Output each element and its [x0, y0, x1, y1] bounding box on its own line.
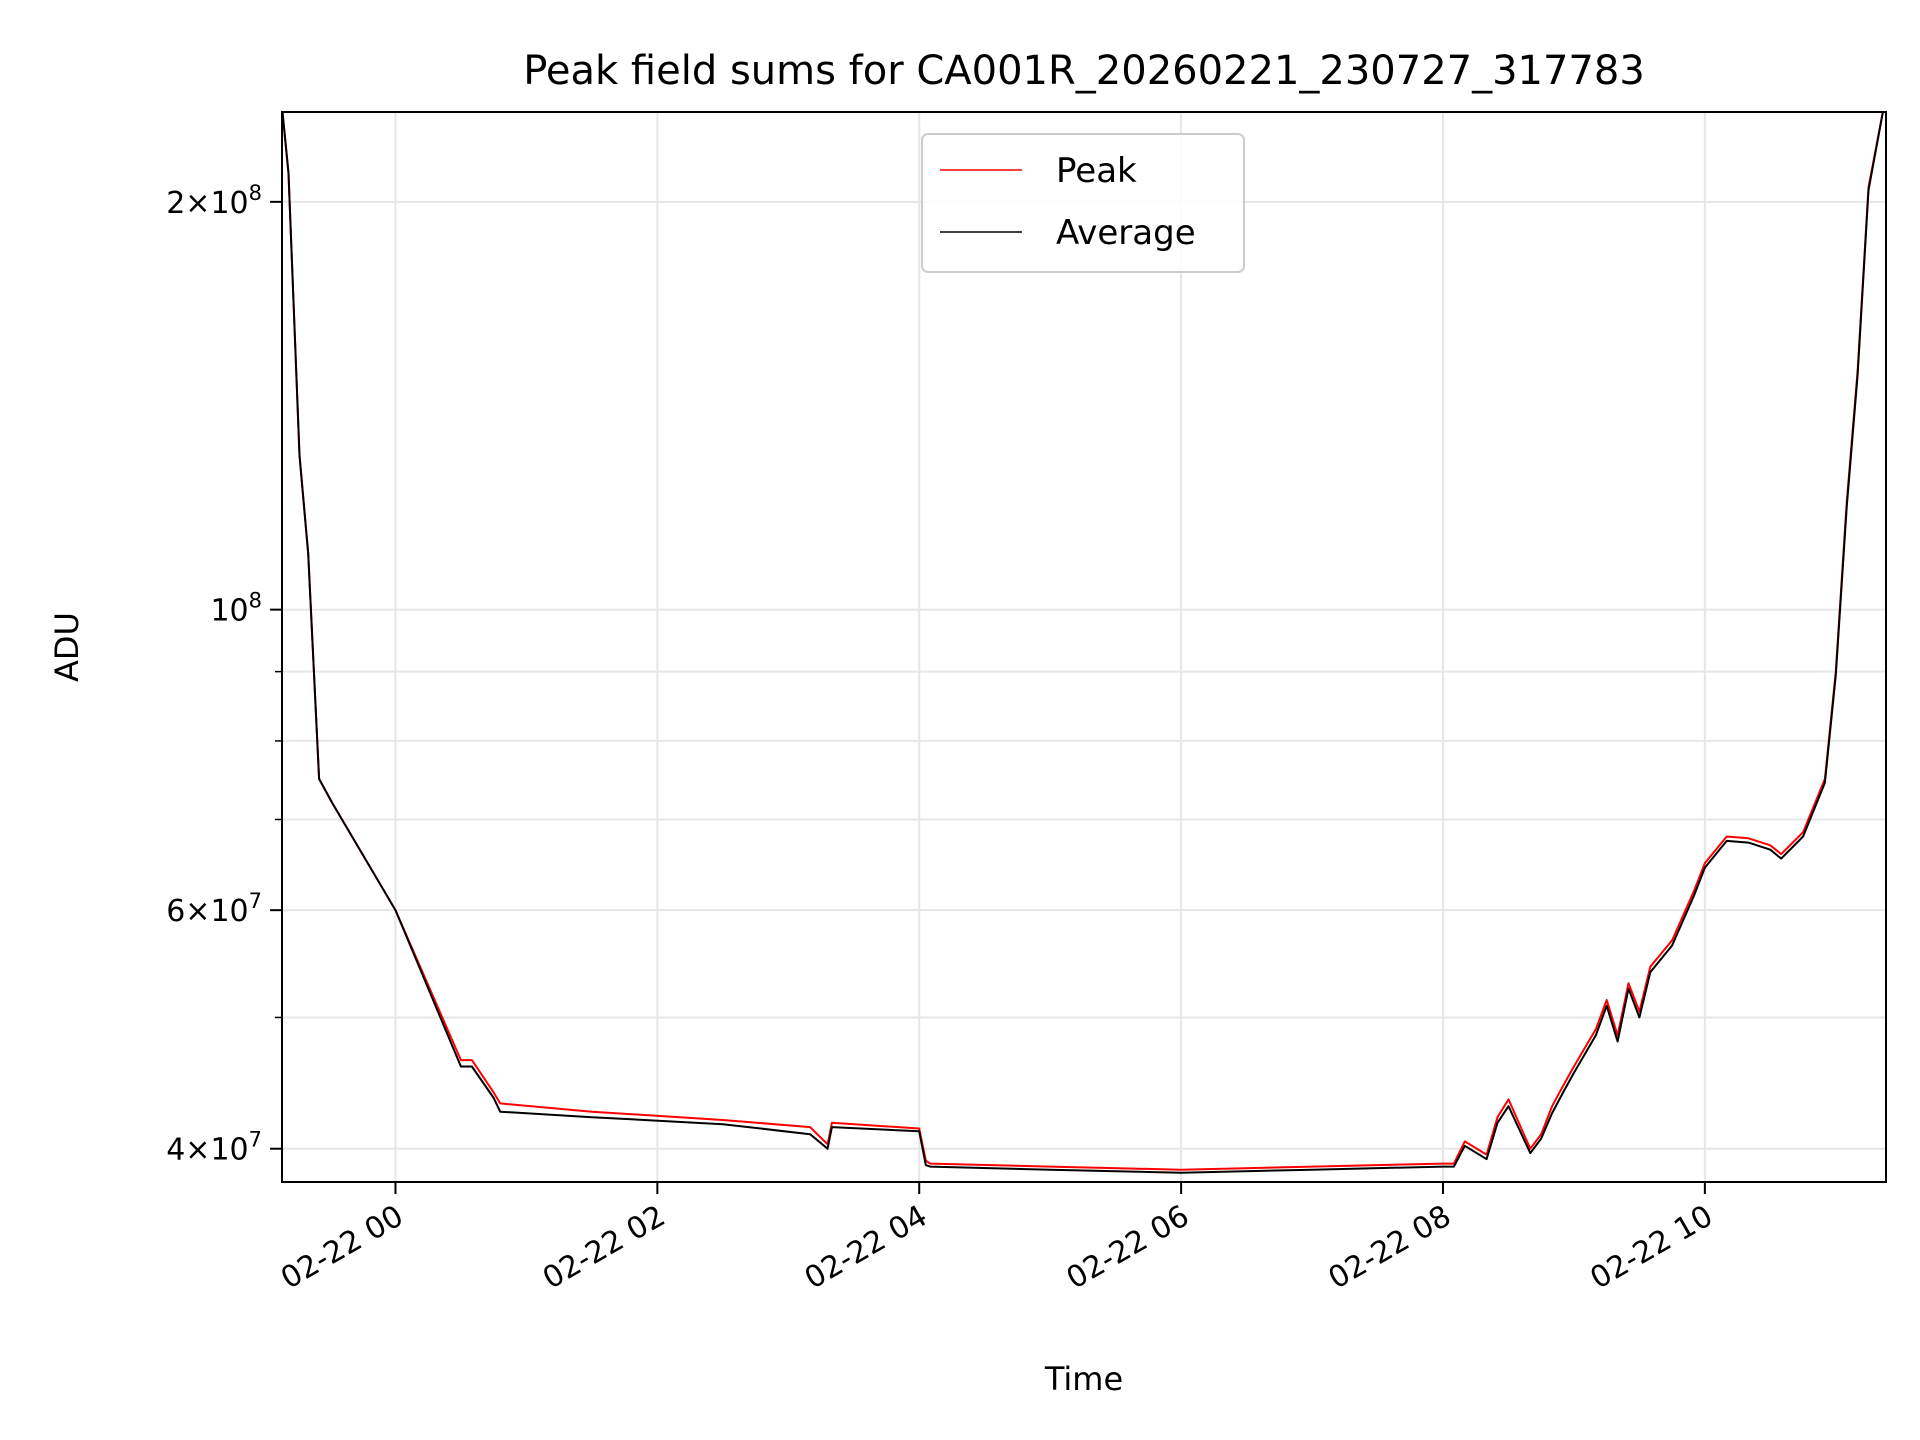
plot-frame [281, 111, 1887, 1183]
legend-label-peak: Peak [1056, 151, 1137, 191]
y-tick-label-exponent: 8 [249, 589, 262, 613]
y-tick-label-times: × [185, 894, 210, 929]
y-tick-label: 4×107 [166, 1128, 262, 1168]
y-tick-label-times: × [185, 1133, 210, 1168]
y-tick-label-base: 2 [166, 186, 185, 221]
y-tick-label-times: × [185, 186, 210, 221]
y-tick-label: 6×107 [166, 889, 262, 929]
series-line-peak [282, 112, 1884, 1171]
y-tick-label-base: 6 [166, 894, 185, 929]
y-tick-label-exponent: 8 [249, 181, 262, 205]
series-line-average [282, 112, 1884, 1174]
y-tick-label-power: 10 [210, 894, 248, 929]
chart-title: Peak field sums for CA001R_20260221_2307… [523, 48, 1645, 94]
y-tick-label-power: 10 [210, 186, 248, 221]
x-axis-label: Time [1044, 1360, 1123, 1398]
legend-label-average: Average [1056, 213, 1196, 253]
y-axis-label: ADU [48, 612, 86, 682]
y-tick-label-base: 4 [166, 1133, 185, 1168]
legend: Peak Average [921, 133, 1245, 273]
y-tick-label: 108 [210, 589, 262, 629]
y-tick-label-power: 10 [210, 594, 248, 629]
plot-lines [282, 112, 1884, 1174]
y-tick-label-exponent: 7 [249, 889, 262, 913]
legend-box [921, 133, 1245, 273]
y-tick-label-exponent: 7 [249, 1128, 262, 1152]
y-tick-label: 2×108 [166, 181, 262, 221]
y-tick-label-power: 10 [210, 1133, 248, 1168]
